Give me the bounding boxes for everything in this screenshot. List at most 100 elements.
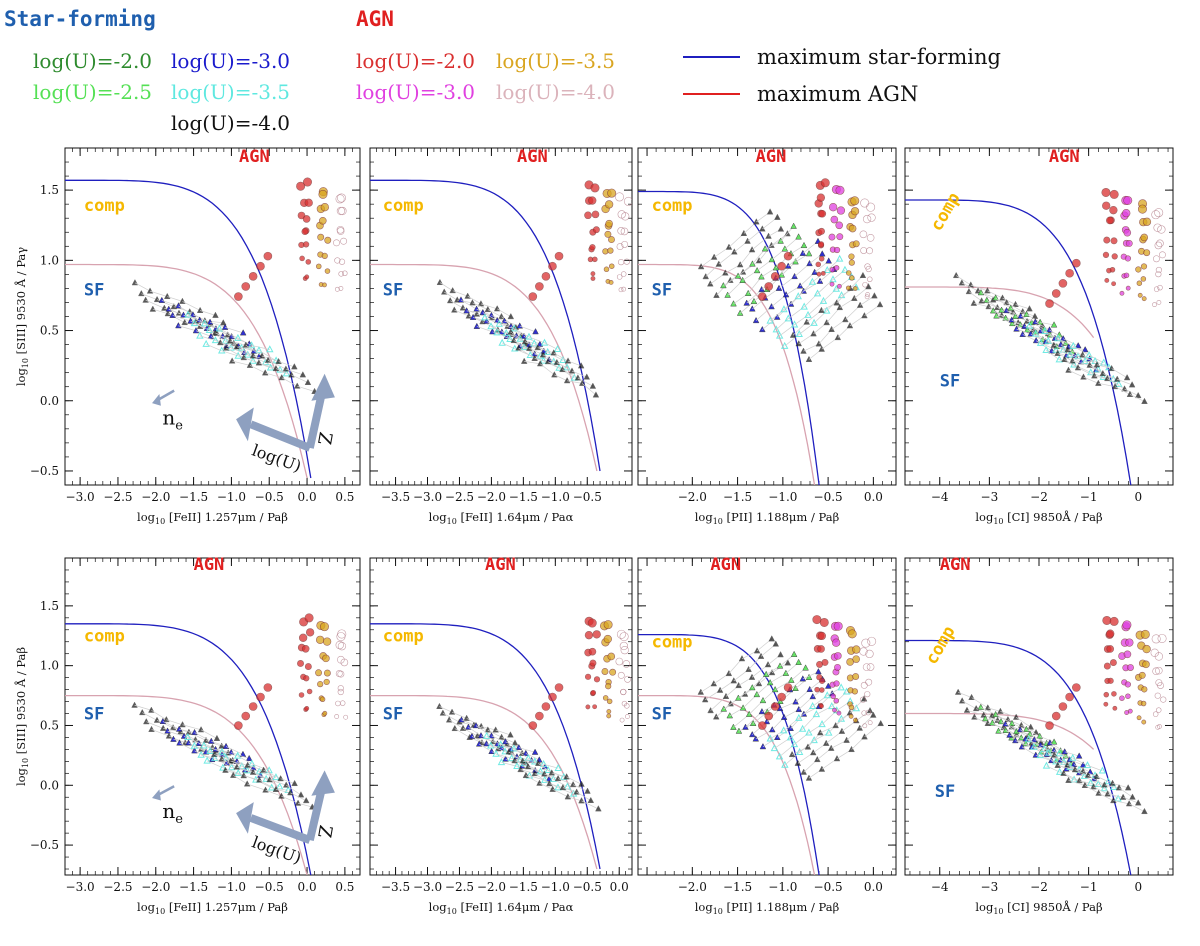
agn-model-point xyxy=(1058,702,1068,711)
grid-line xyxy=(480,303,498,310)
agn-model-point xyxy=(819,687,825,693)
agn-model-point xyxy=(1151,210,1161,220)
grid-line xyxy=(151,709,167,720)
sf-model-point xyxy=(738,655,746,662)
grid-line xyxy=(1083,376,1099,384)
max-agn-curve xyxy=(905,286,1095,338)
sf-model-point xyxy=(233,751,242,759)
y-tick-label: 0.5 xyxy=(40,718,59,732)
x-axis-label: log10 [FeII] 1.257μm / Paβ xyxy=(137,900,288,916)
sf-model-point xyxy=(1079,761,1087,768)
grid-line xyxy=(1029,325,1046,332)
agn-model-point xyxy=(832,707,837,713)
grid-line xyxy=(1049,742,1065,753)
grid-line xyxy=(966,709,984,716)
sf-model-point xyxy=(548,769,556,776)
agn-model-point xyxy=(867,213,876,222)
agn-model-point xyxy=(334,257,341,264)
grid-line xyxy=(1026,729,1040,737)
sf-model-point xyxy=(266,345,274,353)
y-tick-label: 1.0 xyxy=(40,659,59,673)
y-tick-label: 0.0 xyxy=(40,394,59,408)
sf-model-point xyxy=(497,758,506,766)
grid-line xyxy=(538,763,552,774)
data-layer xyxy=(905,615,1167,875)
agn-model-point xyxy=(1125,239,1133,247)
agn-model-point xyxy=(859,647,868,656)
sf-model-point xyxy=(818,720,826,728)
sf-model-point xyxy=(790,222,797,229)
grid-line xyxy=(500,744,515,750)
sf-model-point xyxy=(823,691,831,699)
x-tick-label: −2.0 xyxy=(141,880,170,894)
agn-model-point xyxy=(1124,681,1131,688)
grid-line xyxy=(986,299,1002,311)
sf-model-point xyxy=(715,260,723,267)
legend-max-agn-label: maximum AGN xyxy=(757,82,918,106)
z-arrow xyxy=(305,788,326,842)
sf-model-point xyxy=(496,740,505,748)
agn-model-point xyxy=(1045,299,1054,308)
sf-model-point xyxy=(131,701,138,708)
sf-model-point xyxy=(511,739,519,746)
region-label-comp: comp xyxy=(652,196,693,216)
agn-model-point xyxy=(1156,239,1164,248)
sf-model-point xyxy=(795,340,803,347)
sf-model-point xyxy=(266,776,273,783)
sf-model-point xyxy=(816,729,824,736)
agn-model-point xyxy=(334,286,340,292)
agn-model-point xyxy=(554,683,564,692)
sf-model-point xyxy=(824,682,832,689)
max-agn-curve xyxy=(65,694,308,875)
grid-line xyxy=(1090,372,1104,378)
agn-model-point xyxy=(1103,691,1110,698)
agn-model-point xyxy=(592,630,601,639)
agn-model-point xyxy=(850,207,860,216)
grid-line xyxy=(179,728,195,733)
grid-line xyxy=(200,310,216,316)
grid-line xyxy=(1040,755,1056,762)
grid-line xyxy=(490,326,507,334)
sf-model-point xyxy=(498,338,506,346)
sf-model-point xyxy=(1087,368,1095,376)
grid-line xyxy=(551,772,567,778)
sf-model-point xyxy=(570,373,579,381)
sf-model-point xyxy=(448,708,456,715)
sf-model-point xyxy=(782,291,790,298)
x-tick-label: −1 xyxy=(1080,490,1098,504)
sf-model-point xyxy=(142,296,149,303)
grid-line xyxy=(275,368,292,376)
agn-model-point xyxy=(337,629,347,639)
max-sf-curve xyxy=(905,199,1132,485)
data-layer xyxy=(65,177,348,479)
agn-model-point xyxy=(304,706,310,711)
sf-model-point xyxy=(802,664,809,671)
x-tick-label: 0.0 xyxy=(298,880,317,894)
grid-line xyxy=(258,362,277,369)
grid-line xyxy=(1011,723,1027,730)
agn-model-point xyxy=(848,259,855,266)
grid-line xyxy=(747,276,762,294)
grid-line xyxy=(1035,333,1049,342)
grid-line xyxy=(1069,354,1086,362)
region-label-sf: SF xyxy=(84,704,104,724)
y-axis-label: log10 [SIII] 9530 Å / Paβ xyxy=(14,647,30,786)
grid-line xyxy=(524,341,538,349)
grid-line xyxy=(200,729,218,739)
agn-model-point xyxy=(338,206,347,216)
legend-sf-entry: log(U)=-3.5 xyxy=(171,80,290,104)
sf-model-point xyxy=(1105,363,1113,371)
agn-model-point xyxy=(304,663,312,671)
sf-model-point xyxy=(247,341,256,349)
agn-model-point xyxy=(607,652,616,661)
grid-line xyxy=(146,721,164,729)
grid-line xyxy=(508,751,523,762)
sf-model-point xyxy=(716,686,724,693)
z-arrow xyxy=(305,393,326,449)
grid-line xyxy=(524,361,541,365)
sf-model-point xyxy=(759,696,767,704)
sf-model-point xyxy=(261,369,269,376)
sf-model-point xyxy=(1081,345,1089,353)
sf-model-point xyxy=(1041,326,1049,334)
sf-model-point xyxy=(790,740,799,748)
